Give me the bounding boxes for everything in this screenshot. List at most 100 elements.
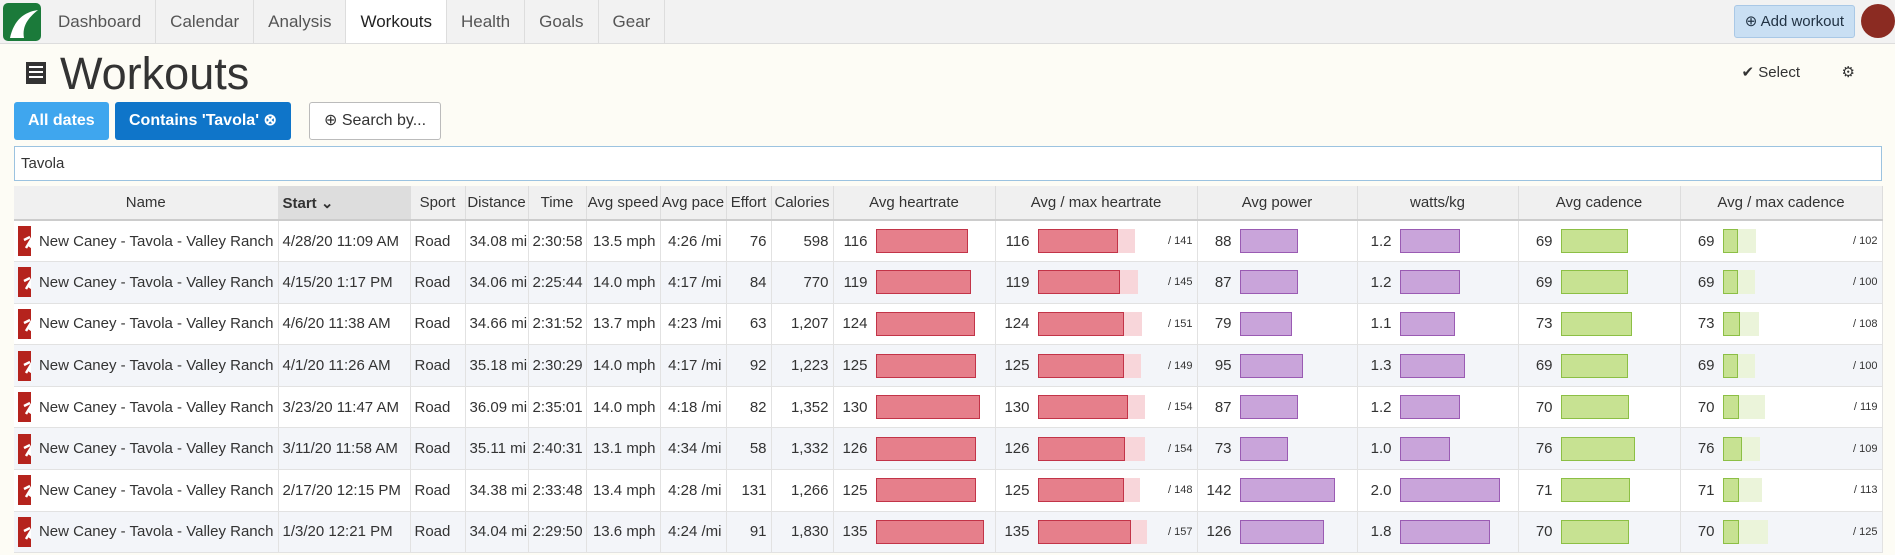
cell: 1,266 — [771, 469, 834, 512]
avg-power-cell: 88 — [1197, 220, 1358, 263]
cell: 35.18 mi — [465, 344, 529, 387]
column-header[interactable]: Avg speed — [586, 186, 661, 221]
bar-cell: 70 — [1523, 519, 1676, 544]
cell: 13.6 mph — [586, 511, 661, 554]
bar-cell: 130 — [838, 395, 991, 420]
nav-tab[interactable]: Dashboard — [44, 0, 157, 43]
workout-name[interactable]: New Caney - Tavola - Valley Ranch — [38, 357, 274, 375]
search-by-label: Search by... — [341, 112, 427, 129]
nav-tab[interactable]: Goals — [525, 0, 599, 43]
column-header[interactable]: Sport — [410, 186, 466, 221]
cell: 34.04 mi — [465, 511, 529, 554]
nav-tab[interactable]: Workouts — [346, 0, 447, 43]
nav-tab[interactable]: Gear — [599, 0, 666, 43]
workout-name[interactable]: New Caney - Tavola - Valley Ranch — [38, 440, 274, 458]
cell: Road — [410, 469, 466, 512]
bar-cell: 1.2 — [1362, 395, 1514, 420]
settings-button[interactable]: ⚙ — [1841, 64, 1855, 81]
table-row[interactable]: New Caney - Tavola - Valley Ranch 4/1/20 … — [14, 344, 1883, 387]
workout-name[interactable]: New Caney - Tavola - Valley Ranch — [38, 315, 274, 333]
column-header[interactable]: Effort — [726, 186, 772, 221]
bar — [1399, 353, 1465, 378]
cell: 1,223 — [771, 344, 834, 387]
nav-tab[interactable]: Health — [447, 0, 526, 43]
bar — [1560, 311, 1633, 336]
column-header[interactable]: Time — [528, 186, 587, 221]
avg-cadence-cell: 76 — [1518, 427, 1681, 471]
column-header[interactable]: Avg pace — [660, 186, 727, 221]
workout-name[interactable]: New Caney - Tavola - Valley Ranch — [38, 273, 274, 291]
table-row[interactable]: New Caney - Tavola - Valley Ranch 4/28/20… — [14, 220, 1883, 263]
workout-name[interactable]: New Caney - Tavola - Valley Ranch — [38, 481, 274, 499]
column-header[interactable]: Avg / max heartrate — [995, 186, 1198, 221]
cadence-max-cell: 69 / 100 — [1680, 344, 1883, 387]
column-header[interactable]: Avg / max cadence — [1680, 186, 1883, 221]
table-row[interactable]: New Caney - Tavola - Valley Ranch 3/11/20… — [14, 427, 1883, 471]
bar — [1239, 519, 1324, 544]
bar — [1399, 395, 1460, 420]
bar-cell: 95 — [1202, 353, 1353, 378]
column-header[interactable]: Avg cadence — [1518, 186, 1681, 221]
cell-value: 87 — [1214, 273, 1232, 291]
search-input[interactable]: Tavola — [14, 146, 1882, 181]
cell-value: 2.0 — [1370, 481, 1392, 499]
avatar[interactable] — [1861, 4, 1895, 38]
search-by-button[interactable]: ⊕ Search by... — [309, 102, 442, 140]
watts-kg-cell: 1.2 — [1357, 261, 1519, 304]
column-header[interactable]: Calories — [771, 186, 834, 221]
cell: 2:29:50 — [528, 511, 587, 554]
cell: Road — [410, 303, 466, 346]
cell-value: 70 — [1535, 523, 1553, 541]
workout-name[interactable]: New Caney - Tavola - Valley Ranch — [38, 523, 274, 541]
table-row[interactable]: New Caney - Tavola - Valley Ranch 3/23/20… — [14, 386, 1883, 429]
logo[interactable] — [0, 0, 44, 44]
bar — [1560, 270, 1629, 295]
cell: Road — [410, 511, 466, 554]
cell-value: 73 — [1535, 315, 1553, 333]
column-header[interactable]: Distance — [465, 186, 529, 221]
name-wrap: New Caney - Tavola - Valley Ranch — [18, 267, 274, 298]
bar — [875, 395, 980, 420]
select-button[interactable]: ✔ Select — [1741, 64, 1800, 81]
cell: 13.7 mph — [586, 303, 661, 346]
cell-value: 71 — [1697, 481, 1715, 499]
heartrate-max-cell: 130 / 154 — [995, 386, 1198, 429]
column-header[interactable]: Name — [14, 186, 279, 221]
cell: 34.06 mi — [465, 261, 529, 304]
column-header[interactable]: Avg heartrate — [833, 186, 996, 221]
workout-name[interactable]: New Caney - Tavola - Valley Ranch — [38, 398, 274, 416]
cell-value: 125 — [842, 357, 868, 375]
sport-icon — [18, 308, 31, 339]
workout-name[interactable]: New Caney - Tavola - Valley Ranch — [38, 232, 274, 250]
bar — [1399, 478, 1500, 503]
sport-icon — [18, 392, 31, 423]
bar-cell: 69 / 102 — [1685, 229, 1878, 254]
nav-tab[interactable]: Analysis — [254, 0, 347, 43]
all-dates-filter[interactable]: All dates — [14, 102, 109, 140]
bar-cell: 70 — [1523, 395, 1676, 420]
heartrate-max-cell: 125 / 149 — [995, 344, 1198, 387]
cell-value: 1.2 — [1370, 398, 1392, 416]
column-header[interactable]: Start ⌄ — [278, 186, 411, 221]
column-header[interactable]: watts/kg — [1357, 186, 1519, 221]
column-header[interactable]: Avg power — [1197, 186, 1358, 221]
heartrate-max-cell: 126 / 154 — [995, 427, 1198, 471]
cell: 34.38 mi — [465, 469, 529, 512]
add-workout-button[interactable]: ⊕ Add workout — [1733, 5, 1855, 38]
max-value: / 148 — [1168, 484, 1193, 497]
cell-value: 87 — [1214, 398, 1232, 416]
bar-cell: 119 — [838, 270, 991, 295]
table-row[interactable]: New Caney - Tavola - Valley Ranch 2/17/20… — [14, 469, 1883, 512]
contains-filter[interactable]: Contains 'Tavola' ⊗ — [115, 102, 291, 140]
bar-cell: 70 / 119 — [1685, 395, 1878, 420]
avg-bar — [1037, 478, 1125, 503]
table-row[interactable]: New Caney - Tavola - Valley Ranch 4/6/20 … — [14, 303, 1883, 346]
max-value: / 125 — [1853, 525, 1878, 538]
table-row[interactable]: New Caney - Tavola - Valley Ranch 4/15/20… — [14, 261, 1883, 304]
cell-value: 69 — [1535, 232, 1553, 250]
cell: 34.66 mi — [465, 303, 529, 346]
nav-tab[interactable]: Calendar — [156, 0, 255, 43]
bar-cell: 116 / 141 — [1000, 229, 1193, 254]
cell: 84 — [726, 261, 772, 304]
table-row[interactable]: New Caney - Tavola - Valley Ranch 1/3/20 … — [14, 511, 1883, 554]
